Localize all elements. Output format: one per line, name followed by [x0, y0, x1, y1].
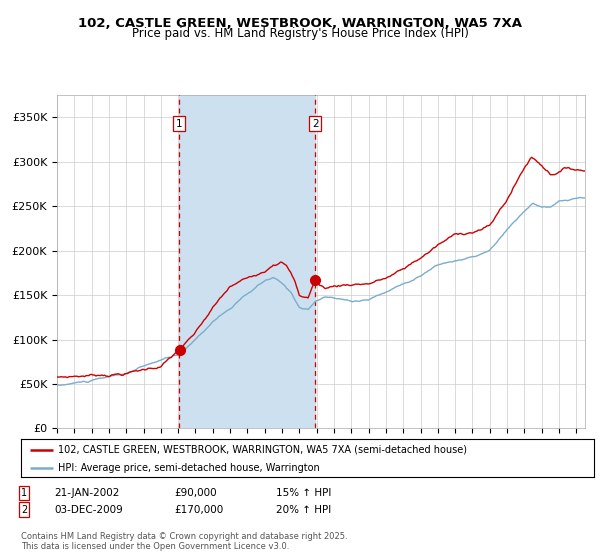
Text: 03-DEC-2009: 03-DEC-2009: [54, 505, 123, 515]
Text: 2: 2: [21, 505, 27, 515]
Text: £90,000: £90,000: [174, 488, 217, 498]
Text: 102, CASTLE GREEN, WESTBROOK, WARRINGTON, WA5 7XA (semi-detached house): 102, CASTLE GREEN, WESTBROOK, WARRINGTON…: [58, 445, 467, 455]
Text: Price paid vs. HM Land Registry's House Price Index (HPI): Price paid vs. HM Land Registry's House …: [131, 27, 469, 40]
Text: 102, CASTLE GREEN, WESTBROOK, WARRINGTON, WA5 7XA: 102, CASTLE GREEN, WESTBROOK, WARRINGTON…: [78, 17, 522, 30]
Text: 2: 2: [312, 119, 319, 129]
Text: 1: 1: [21, 488, 27, 498]
Text: Contains HM Land Registry data © Crown copyright and database right 2025.
This d: Contains HM Land Registry data © Crown c…: [21, 532, 347, 552]
Text: 20% ↑ HPI: 20% ↑ HPI: [276, 505, 331, 515]
Text: 15% ↑ HPI: 15% ↑ HPI: [276, 488, 331, 498]
Bar: [179, 95, 315, 428]
Text: HPI: Average price, semi-detached house, Warrington: HPI: Average price, semi-detached house,…: [58, 463, 320, 473]
Text: £170,000: £170,000: [174, 505, 223, 515]
Text: 21-JAN-2002: 21-JAN-2002: [54, 488, 119, 498]
Text: 1: 1: [176, 119, 182, 129]
